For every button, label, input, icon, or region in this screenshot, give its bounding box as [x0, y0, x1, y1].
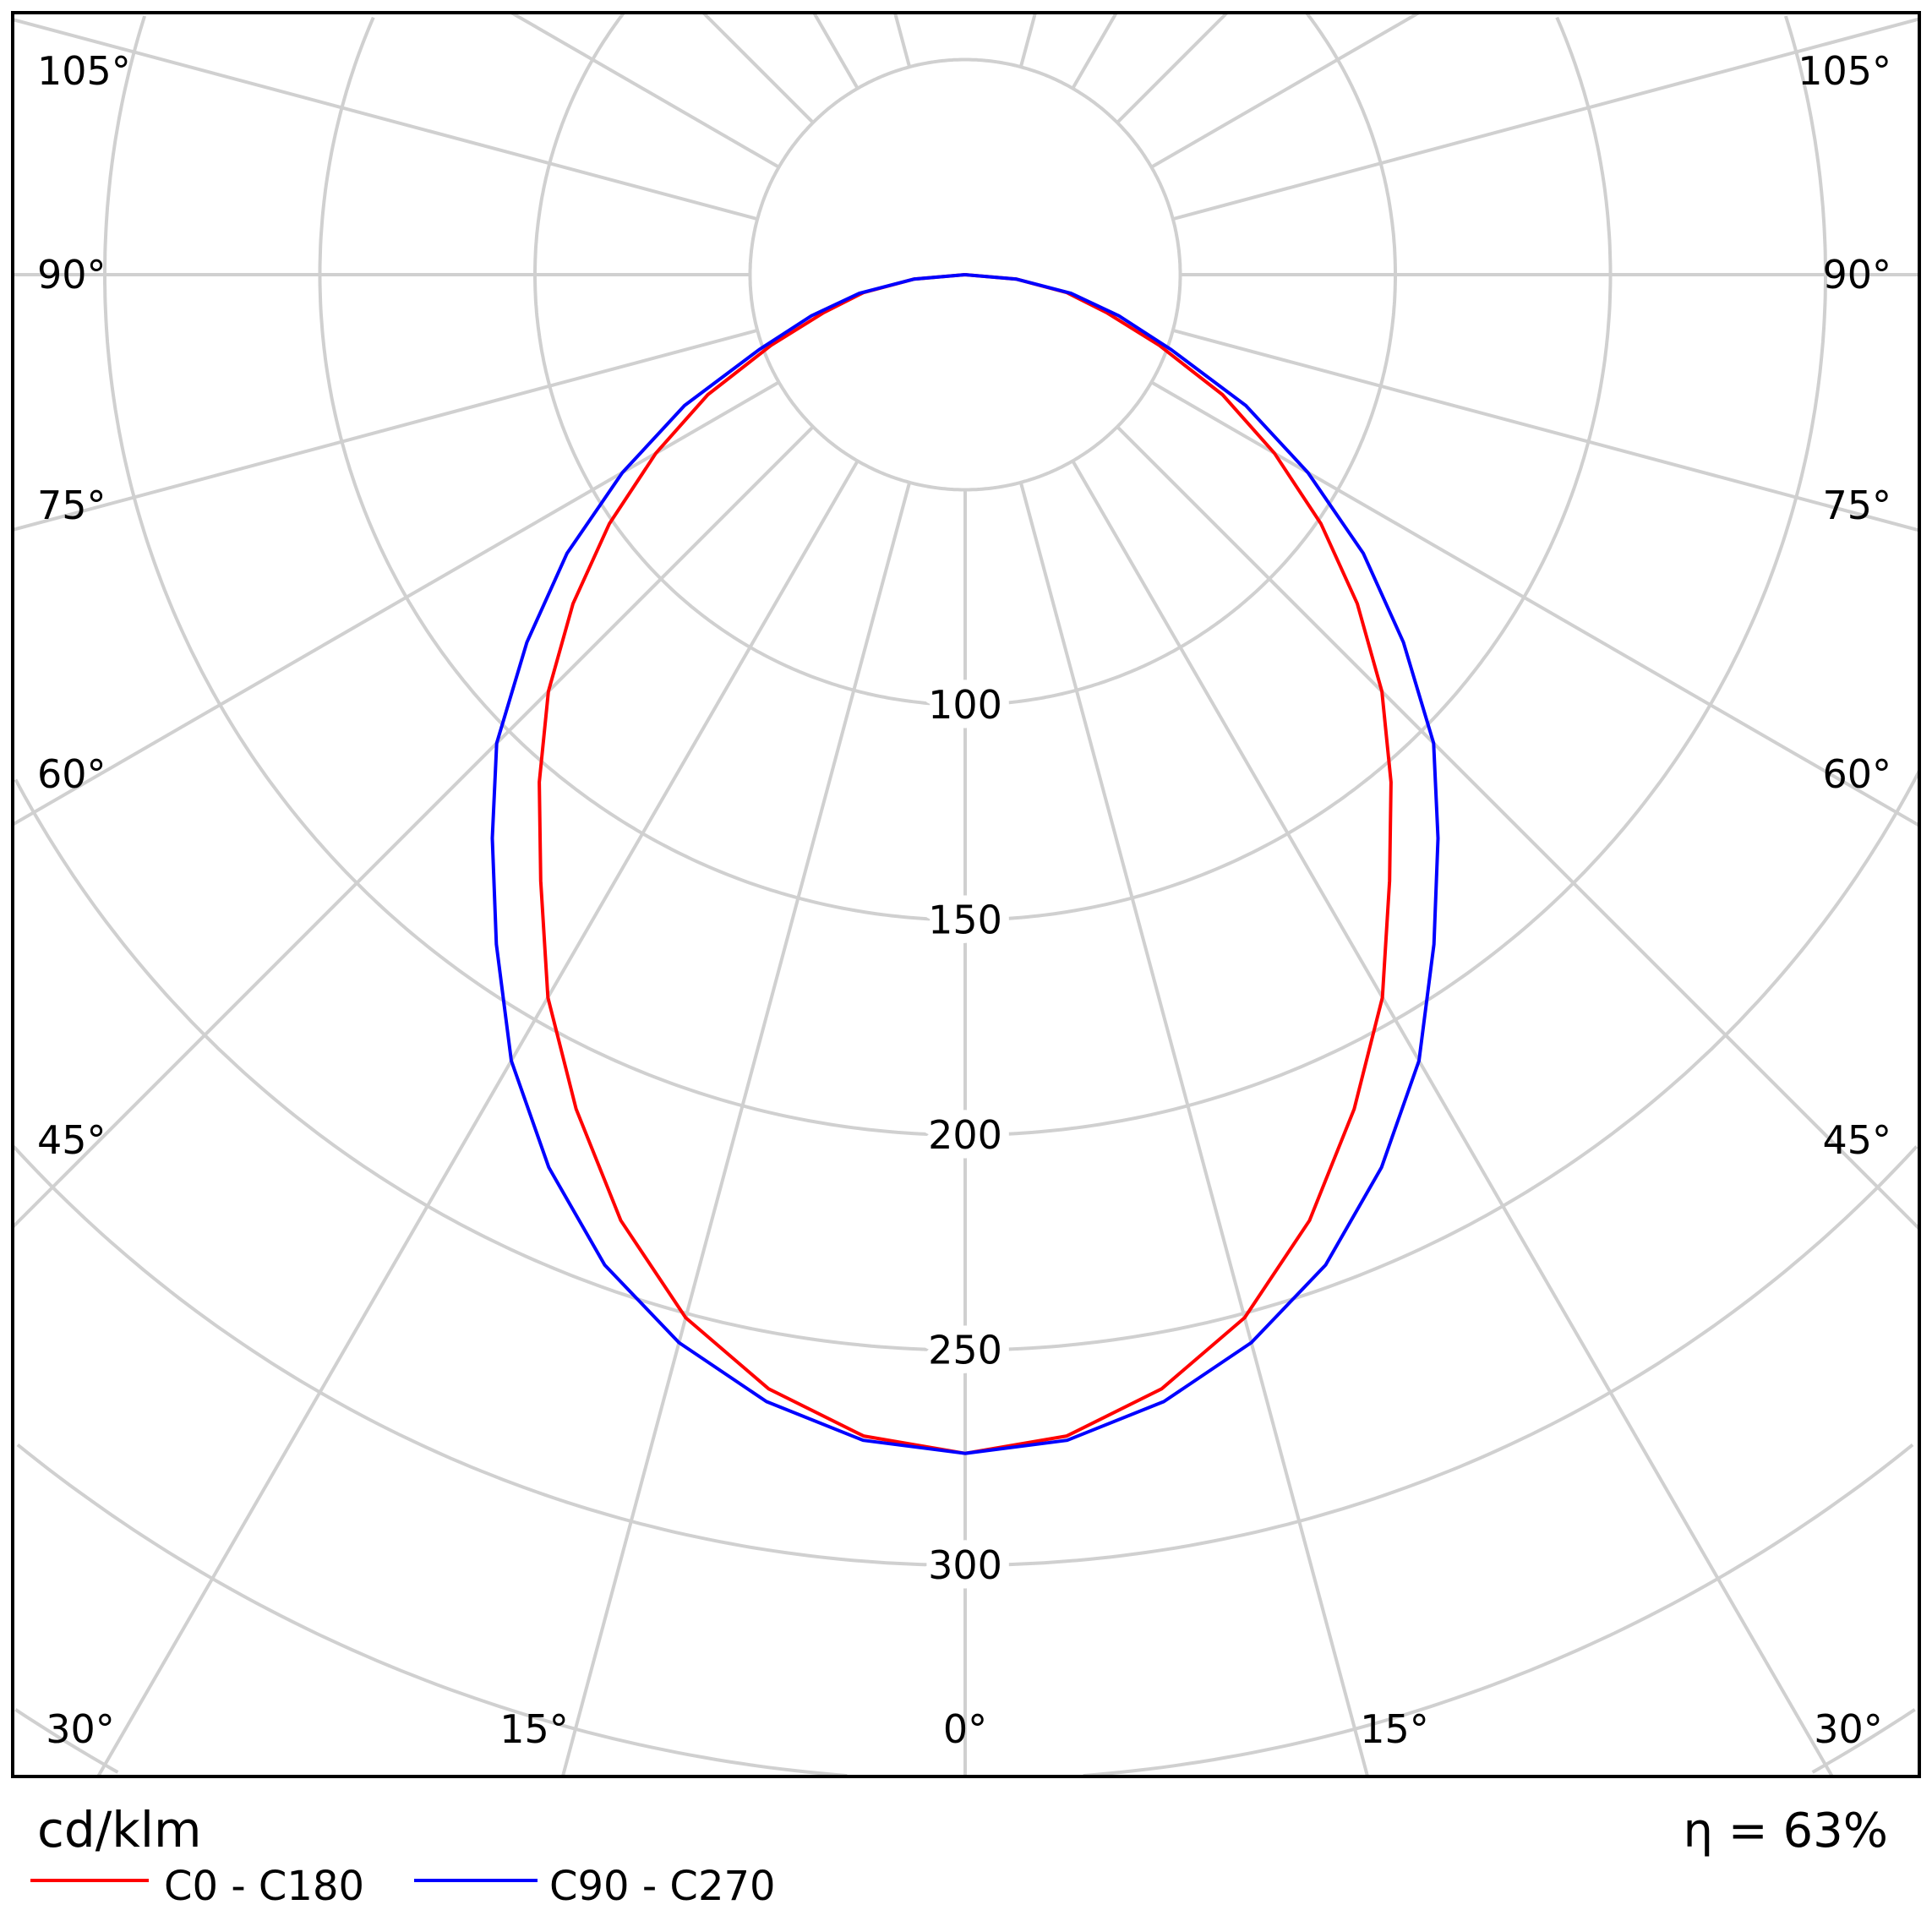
grid-spoke-105	[12, 18, 758, 221]
grid-spoke-15	[560, 482, 912, 1777]
series	[490, 273, 1440, 1455]
grid-spoke-150	[812, 12, 860, 90]
grid-spoke-60	[1150, 380, 1920, 827]
grid-spoke-30	[96, 460, 860, 1777]
angle-label-bottom-0: 0°	[943, 1706, 987, 1752]
angle-label-right-75: 75°	[1822, 483, 1891, 528]
grid-spoke-150	[1071, 11, 1118, 90]
angle-labels: 105° 90° 75° 60° 45° 105° 90° 75° 60° 45…	[37, 48, 1891, 1752]
legend-label-c90-c270: C90 - C270	[549, 1863, 776, 1910]
grid-spoke-45	[11, 425, 815, 1229]
angle-label-right-60: 60°	[1822, 751, 1891, 797]
radial-tick-labels: 100 150 200 250 300	[919, 673, 1012, 1597]
plot-area: 100 150 200 250 300 105° 90° 75° 60° 45°…	[11, 11, 1921, 1777]
grid-spoke-60	[11, 380, 780, 827]
angle-label-right-90: 90°	[1822, 252, 1891, 297]
grid-spoke-165	[1018, 12, 1037, 68]
angle-label-right-45: 45°	[1822, 1117, 1891, 1163]
radial-tick-label: 300	[928, 1542, 1002, 1588]
grid-spoke-120	[510, 11, 780, 169]
radial-tick-label: 200	[928, 1112, 1002, 1158]
radial-tick-label: 250	[928, 1328, 1002, 1373]
series-line-c90-c270	[490, 273, 1440, 1455]
grid-spoke-75	[1172, 328, 1920, 532]
grid-spoke-135	[701, 11, 815, 124]
grid-spoke-165	[893, 12, 912, 68]
legend-label-c0-c180: C0 - C180	[164, 1863, 364, 1910]
plot-frame	[11, 11, 1921, 1778]
grid-circle-250	[14, 770, 1921, 1352]
grid-spoke-105	[1172, 17, 1920, 221]
radial-tick-label: 150	[928, 898, 1002, 943]
grid-circle-400	[14, 1708, 1916, 1774]
grid-spoke-75	[12, 328, 758, 532]
angle-label-bottom-30-right: 30°	[1814, 1706, 1883, 1752]
angle-label-left-75: 75°	[37, 483, 106, 528]
efficiency-label: η = 63%	[1684, 1804, 1888, 1858]
grid-spoke-45	[1116, 425, 1921, 1231]
grid-spoke-30	[1071, 460, 1834, 1777]
grid-spoke-120	[1150, 11, 1420, 169]
legend: C0 - C180 C90 - C270	[30, 1863, 776, 1910]
angle-label-left-90: 90°	[37, 252, 106, 297]
grid-circle-350	[16, 1443, 1914, 1777]
angle-label-right-105: 105°	[1798, 48, 1891, 94]
angle-label-bottom-30-left: 30°	[46, 1706, 115, 1752]
angle-label-bottom-15-right: 15°	[1360, 1706, 1429, 1752]
angle-label-left-105: 105°	[37, 48, 131, 94]
grid	[11, 11, 1921, 1777]
grid-spoke-15	[1018, 482, 1370, 1777]
angle-label-bottom-15-left: 15°	[499, 1706, 569, 1752]
grid-spoke-135	[1116, 11, 1229, 124]
angle-label-left-45: 45°	[37, 1117, 106, 1163]
unit-label: cd/klm	[37, 1801, 201, 1858]
radial-tick-label: 100	[928, 682, 1002, 728]
angle-label-left-60: 60°	[37, 751, 106, 797]
